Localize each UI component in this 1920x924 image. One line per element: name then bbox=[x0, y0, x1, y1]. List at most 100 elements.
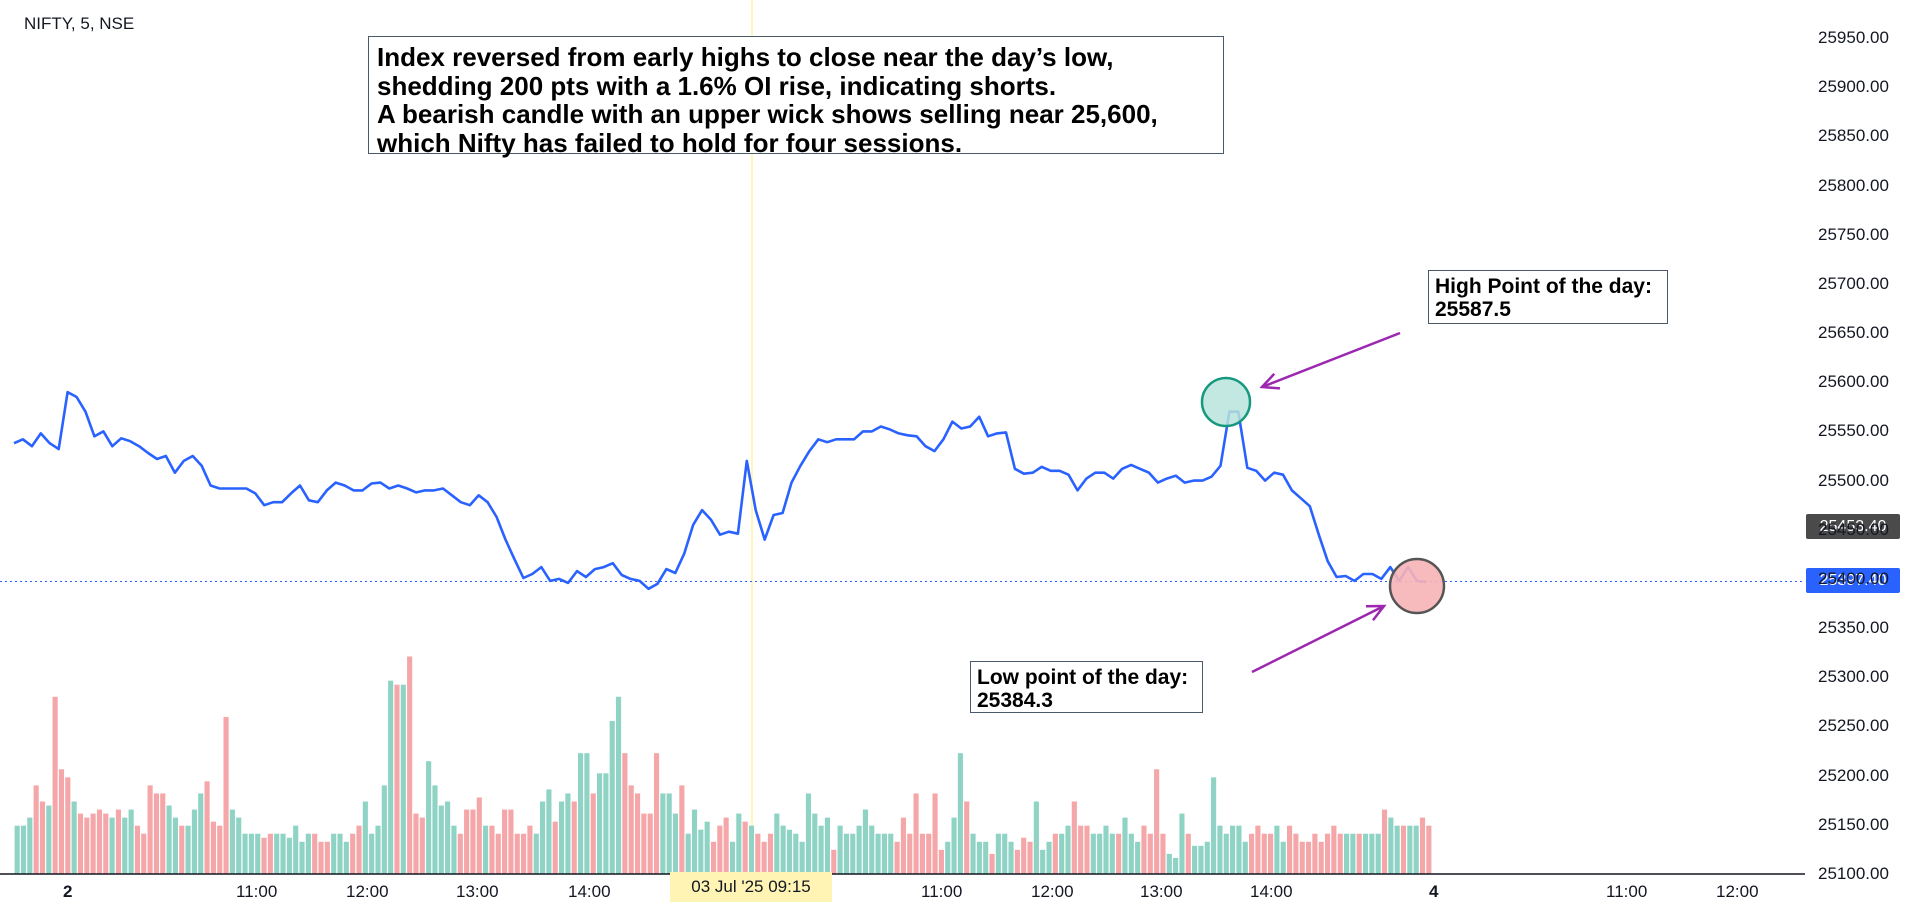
volume-bar bbox=[179, 825, 185, 874]
volume-bar bbox=[1204, 841, 1210, 874]
volume-bar bbox=[84, 817, 90, 874]
high-point-value: 25587.5 bbox=[1435, 298, 1511, 322]
volume-bar bbox=[926, 833, 932, 874]
volume-bar bbox=[1305, 841, 1312, 874]
volume-bar bbox=[1046, 841, 1052, 874]
y-tick-label: 25600.00 bbox=[1818, 372, 1889, 392]
volume-bar bbox=[210, 821, 216, 874]
volume-bar bbox=[109, 817, 115, 874]
y-tick-label: 25650.00 bbox=[1818, 323, 1889, 343]
volume-bar bbox=[1122, 817, 1128, 874]
volume-bar bbox=[881, 833, 887, 874]
y-tick-label: 25550.00 bbox=[1818, 421, 1889, 441]
volume-bar bbox=[337, 833, 343, 874]
y-tick-label: 25700.00 bbox=[1818, 273, 1889, 293]
volume-bar bbox=[1394, 825, 1400, 874]
volume-bar bbox=[229, 809, 235, 874]
volume-bar bbox=[457, 833, 463, 874]
low-point-label: Low point of the day: bbox=[977, 666, 1189, 689]
volume-bar bbox=[39, 801, 46, 874]
volume-bar bbox=[1084, 825, 1090, 874]
volume-bar bbox=[957, 753, 963, 874]
volume-bar bbox=[204, 781, 210, 874]
volume-bar bbox=[236, 817, 242, 874]
volume-bar bbox=[1274, 825, 1280, 874]
volume-bar bbox=[748, 825, 755, 874]
volume-bar bbox=[862, 809, 868, 874]
volume-bar bbox=[1128, 833, 1134, 874]
price-line-series bbox=[13, 390, 1427, 591]
volume-bar bbox=[166, 805, 172, 874]
x-tick-label: 12:00 bbox=[346, 882, 389, 901]
volume-bar bbox=[951, 817, 957, 874]
volume-bar bbox=[672, 813, 679, 874]
volume-bar bbox=[185, 825, 191, 874]
volume-bar bbox=[153, 793, 159, 874]
volume-bar bbox=[14, 825, 20, 874]
volume-bar bbox=[419, 817, 425, 874]
volume-bar bbox=[938, 849, 944, 874]
volume-bar bbox=[609, 720, 615, 874]
volume-bar bbox=[603, 773, 609, 874]
volume-bar bbox=[1375, 833, 1381, 874]
volume-bar bbox=[267, 833, 273, 874]
low-point-arrow bbox=[1251, 604, 1385, 674]
volume-bar bbox=[615, 696, 622, 874]
volume-bar bbox=[805, 793, 812, 874]
volume-bar bbox=[52, 696, 58, 874]
volume-bar bbox=[850, 833, 856, 874]
volume-bar bbox=[634, 793, 641, 874]
volume-bar bbox=[426, 761, 432, 874]
commentary-line-1: Index reversed from early highs to close… bbox=[377, 42, 1114, 72]
volume-bar bbox=[172, 817, 178, 874]
commentary-line-4: which Nifty has failed to hold for four … bbox=[377, 127, 963, 158]
volume-bar bbox=[1426, 825, 1432, 874]
volume-bar bbox=[1280, 841, 1286, 874]
commentary-note: Index reversed from early highs to close… bbox=[368, 36, 1224, 157]
volume-bar bbox=[1071, 801, 1077, 874]
volume-bar bbox=[843, 833, 850, 874]
volume-bar bbox=[1236, 825, 1242, 874]
volume-bar bbox=[856, 825, 862, 874]
y-tick-label: 25500.00 bbox=[1818, 470, 1889, 490]
volume-bar bbox=[400, 684, 406, 874]
volume-bar bbox=[1362, 833, 1369, 874]
volume-bar bbox=[1242, 841, 1248, 874]
volume-bar bbox=[983, 841, 989, 874]
volume-bar bbox=[875, 833, 881, 874]
volume-bar bbox=[1230, 825, 1236, 874]
volume-bar bbox=[280, 833, 286, 874]
volume-bar bbox=[1040, 849, 1046, 874]
volume-bar bbox=[451, 825, 457, 874]
x-tick-label: 13:00 bbox=[456, 882, 499, 901]
volume-bar bbox=[1033, 801, 1039, 874]
x-tick-label: 12:00 bbox=[1716, 882, 1759, 901]
volume-bar bbox=[331, 833, 337, 874]
volume-bar bbox=[533, 833, 539, 874]
volume-bar bbox=[565, 793, 571, 874]
volume-bar bbox=[90, 813, 96, 874]
volume-bar bbox=[628, 785, 634, 874]
volume-bar bbox=[1002, 833, 1008, 874]
volume-bar bbox=[514, 833, 520, 874]
volume-bar bbox=[299, 841, 305, 874]
volume-bar bbox=[869, 825, 875, 874]
volume-bar bbox=[96, 809, 103, 874]
volume-bar bbox=[1116, 833, 1122, 874]
volume-bar bbox=[369, 833, 375, 874]
y-tick-label: 25150.00 bbox=[1818, 814, 1889, 834]
volume-bar bbox=[502, 809, 508, 874]
volume-bar bbox=[647, 813, 653, 874]
volume-bar bbox=[989, 853, 995, 874]
volume-bar bbox=[723, 817, 729, 874]
volume-bar bbox=[476, 797, 482, 874]
volume-bar bbox=[837, 825, 843, 874]
volume-bar bbox=[685, 833, 691, 874]
volume-bar bbox=[1008, 841, 1014, 874]
volume-bar bbox=[1173, 857, 1179, 874]
volume-bar bbox=[995, 833, 1001, 874]
volume-bar bbox=[375, 825, 381, 874]
volume-bar bbox=[356, 825, 362, 874]
volume-bar bbox=[1147, 833, 1153, 874]
